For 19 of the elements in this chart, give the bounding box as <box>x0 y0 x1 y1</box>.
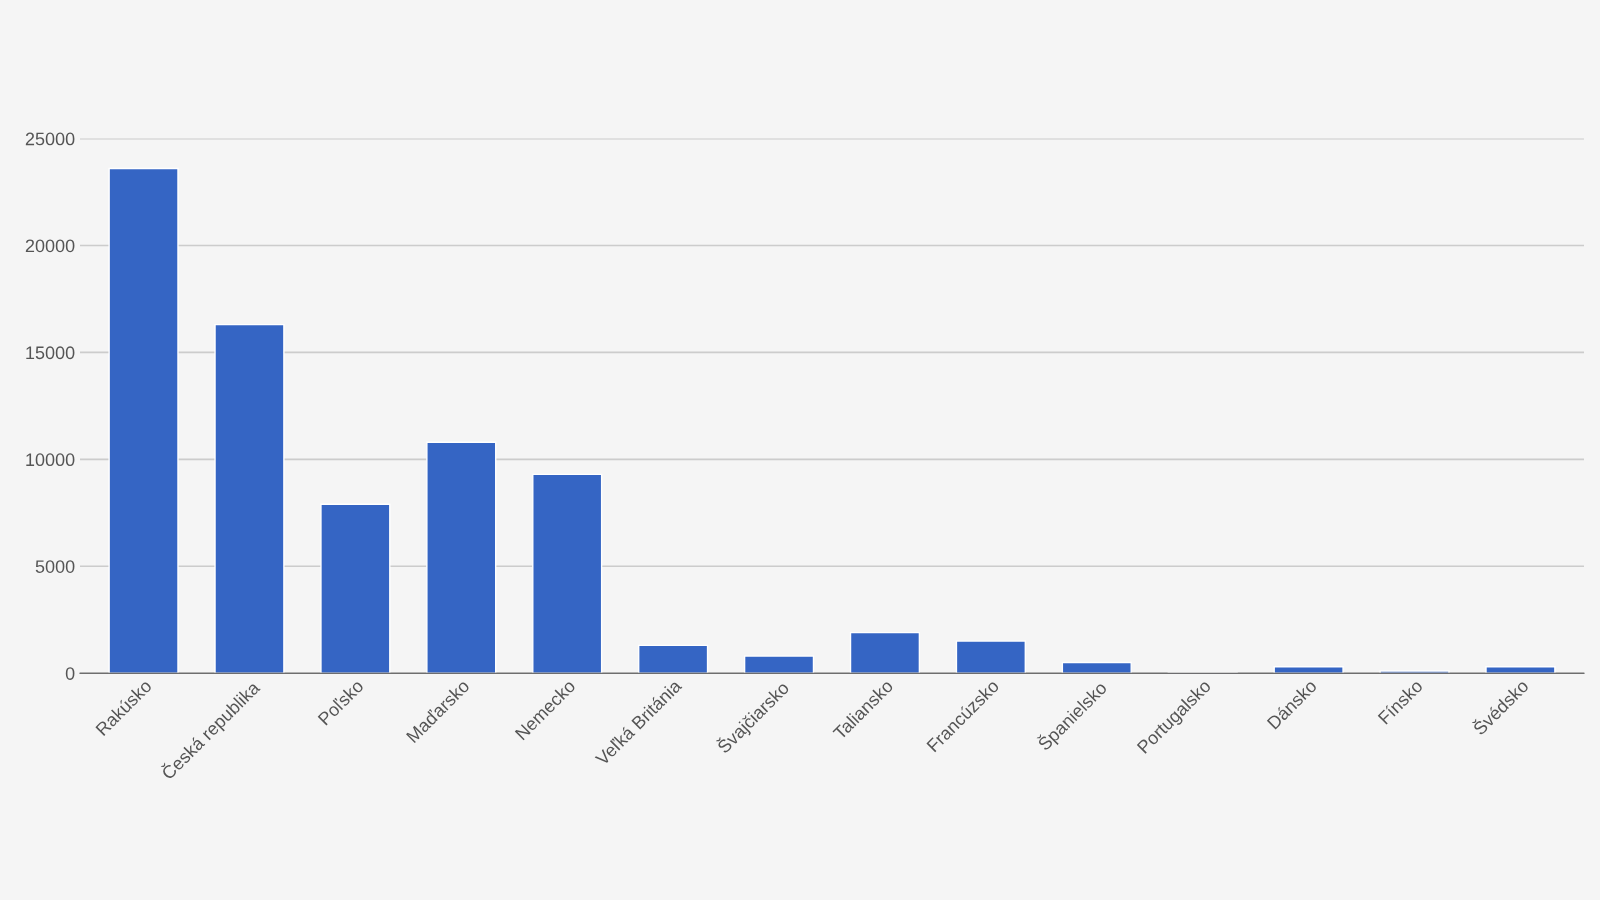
bar <box>743 655 815 674</box>
bar <box>1485 666 1556 674</box>
y-tick-label: 15000 <box>26 346 75 360</box>
y-tick-label: 5000 <box>35 560 75 573</box>
bar <box>1061 661 1132 674</box>
y-tick-label: 25000 <box>25 132 75 146</box>
bar <box>955 640 1026 674</box>
bar <box>1379 670 1450 674</box>
bar <box>1273 666 1344 674</box>
y-tick-label: 20000 <box>25 239 75 253</box>
bar <box>638 644 709 674</box>
y-tick-label: 0 <box>65 667 75 680</box>
bar <box>532 473 603 674</box>
bar <box>426 441 497 674</box>
y-tick-label: 10000 <box>26 453 75 467</box>
bar <box>214 323 285 674</box>
bar <box>849 631 921 674</box>
bar <box>320 503 391 674</box>
bar <box>108 167 179 674</box>
